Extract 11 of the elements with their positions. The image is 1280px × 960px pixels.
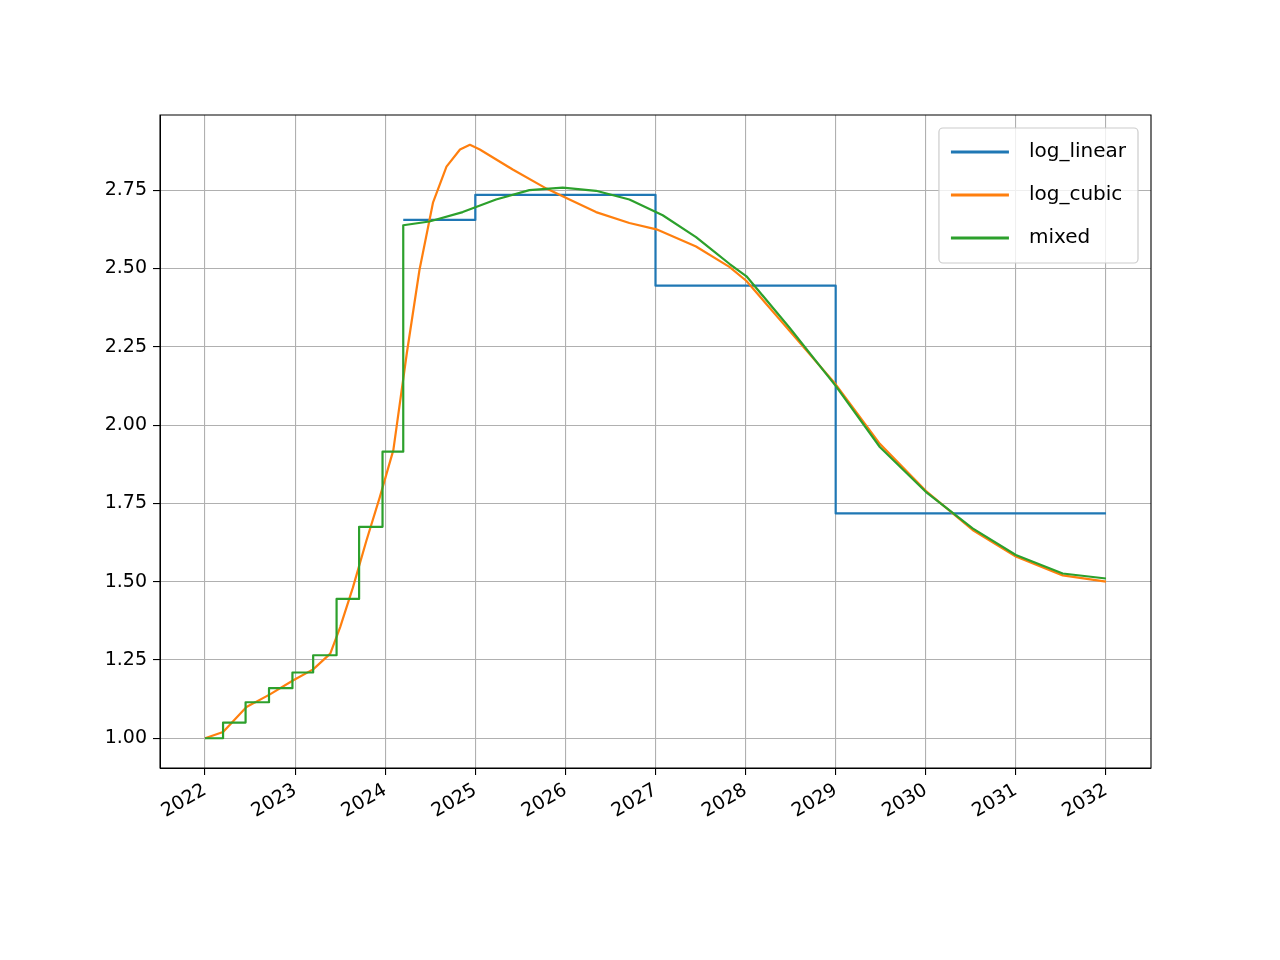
legend-label: log_linear [1028,138,1127,163]
y-tick-label: 2.25 [104,333,147,356]
y-tick-label: 1.00 [104,725,147,748]
y-tick-label: 1.25 [104,646,147,669]
y-tick-label: 2.75 [104,177,147,200]
y-tick-label: 1.50 [104,568,147,591]
legend-label: log_cubic [1028,181,1123,206]
y-tick-label: 2.50 [104,255,147,278]
legend-label: mixed [1028,224,1091,249]
y-tick-label: 1.75 [104,490,147,513]
y-tick-label: 2.00 [104,412,147,434]
